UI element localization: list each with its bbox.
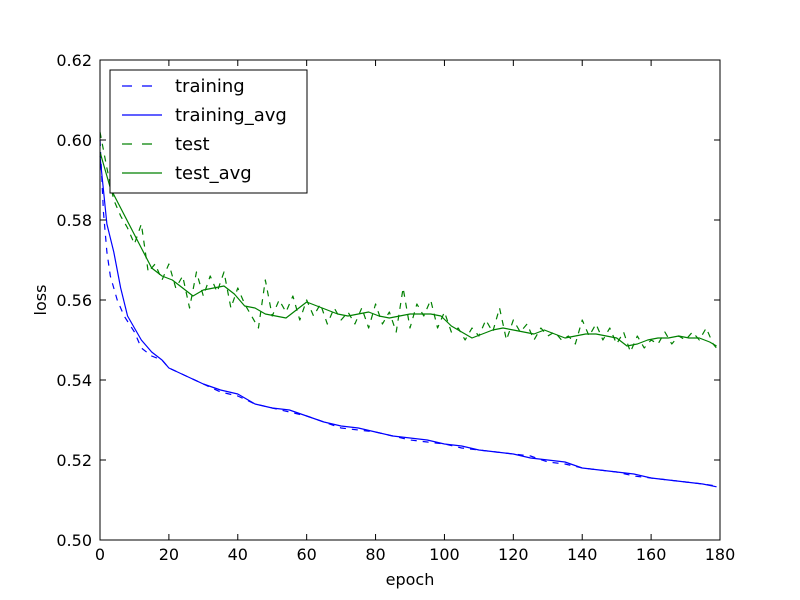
- legend-label-test-avg: test_avg: [175, 163, 252, 184]
- ticks-layer: [99, 59, 721, 541]
- legend-label-test: test: [175, 134, 210, 155]
- x-axis-label: epoch: [386, 570, 435, 589]
- y-tick-label: 0.52: [56, 451, 92, 470]
- x-tick-label: 180: [705, 545, 736, 564]
- tick-labels-layer: 0 20 40 60 80 100 120 140 160 180 0.50 0.52 0.54 0.56…: [56, 51, 735, 564]
- x-tick-label: 160: [636, 545, 667, 564]
- series-line-test: [99, 131, 718, 353]
- y-tick-label: 0.50: [56, 531, 92, 550]
- x-tick-label: 60: [296, 545, 316, 564]
- x-tick-label: 0: [95, 545, 105, 564]
- series-layer: [99, 131, 718, 488]
- y-tick-label: 0.58: [56, 211, 92, 230]
- y-tick-label: 0.54: [56, 371, 92, 390]
- y-axis-label: loss: [31, 285, 50, 316]
- series-line-test-avg: [99, 151, 717, 347]
- x-tick-label: 40: [228, 545, 248, 564]
- y-tick-label: 0.56: [56, 291, 92, 310]
- y-tick-label: 0.62: [56, 51, 92, 70]
- x-tick-label: 120: [498, 545, 529, 564]
- x-tick-label: 100: [429, 545, 460, 564]
- y-tick-label: 0.60: [56, 131, 92, 150]
- x-tick-label: 20: [159, 545, 179, 564]
- x-tick-label: 140: [567, 545, 598, 564]
- legend-label-training: training: [175, 76, 245, 97]
- x-tick-label: 80: [365, 545, 385, 564]
- legend-label-training-avg: training_avg: [175, 105, 287, 126]
- series-line-training-avg: [99, 155, 717, 488]
